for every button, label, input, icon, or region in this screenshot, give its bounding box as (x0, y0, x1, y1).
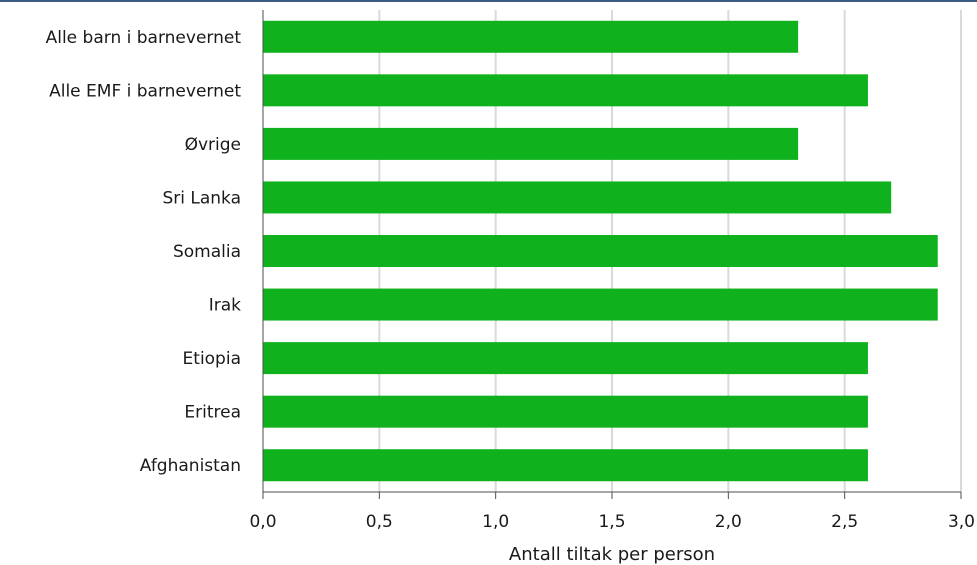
axis-layer (262, 10, 962, 499)
category-label: Somalia (173, 242, 241, 262)
category-label: Etiopia (183, 349, 241, 369)
x-tick-label: 0,0 (249, 512, 276, 532)
bar (263, 74, 868, 107)
x-tick-label: 2,5 (831, 512, 858, 532)
category-label: Irak (209, 296, 241, 316)
bar (263, 181, 892, 214)
bar (263, 127, 799, 160)
x-tick-label: 1,5 (598, 512, 625, 532)
x-axis-title: Antall tiltak per person (509, 544, 715, 565)
bar-layer (263, 20, 938, 482)
x-tick-label: 1,0 (482, 512, 509, 532)
bar (263, 395, 868, 428)
label-layer: Alle barn i barnevernet Alle EMF i barnev… (46, 28, 975, 532)
category-label: Øvrige (185, 135, 241, 155)
x-tick-label: 2,0 (715, 512, 742, 532)
category-label: Sri Lanka (162, 188, 241, 208)
category-label: Eritrea (184, 403, 241, 423)
top-rule (0, 0, 977, 2)
category-label: Afghanistan (140, 456, 241, 476)
bar (263, 235, 938, 267)
x-tick-label: 0,5 (366, 512, 393, 532)
x-tick-label: 3,0 (948, 512, 975, 532)
bar (263, 20, 799, 53)
category-label: Alle EMF i barnevernet (49, 81, 241, 101)
category-label: Alle barn i barnevernet (46, 28, 242, 48)
bar (263, 449, 868, 482)
bar (263, 342, 868, 375)
bar (263, 288, 938, 321)
